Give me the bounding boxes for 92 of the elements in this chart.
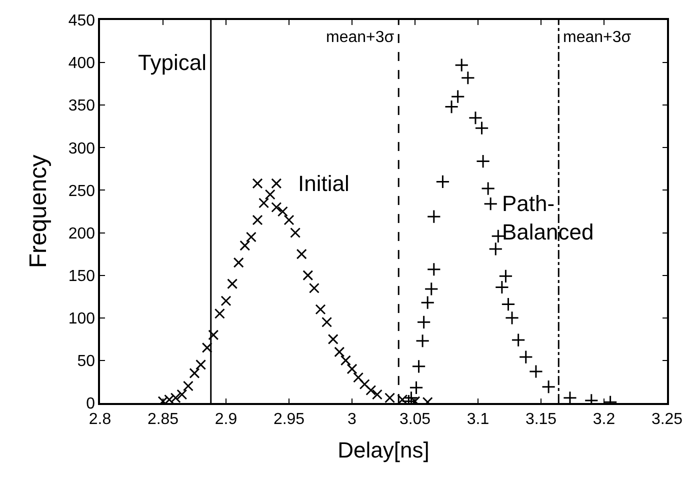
point xyxy=(258,198,270,208)
point xyxy=(214,308,225,319)
point xyxy=(476,154,490,168)
point xyxy=(296,248,307,260)
point xyxy=(481,181,496,196)
point xyxy=(409,380,424,395)
point xyxy=(384,392,396,403)
x-tick-label: 3.25 xyxy=(651,410,683,428)
point xyxy=(176,389,188,400)
point xyxy=(328,334,338,344)
point xyxy=(252,178,263,189)
ref-line-label: mean+3σ xyxy=(563,29,632,46)
point xyxy=(353,372,364,383)
point xyxy=(404,390,418,403)
point xyxy=(436,174,450,189)
x-tick-label: 2.8 xyxy=(88,410,112,428)
point xyxy=(277,206,288,217)
x-tick-label: 3.15 xyxy=(525,410,557,428)
point xyxy=(322,316,332,328)
y-tick-label: 300 xyxy=(68,140,96,158)
y-tick-label: 50 xyxy=(77,353,96,370)
point xyxy=(196,359,206,370)
point xyxy=(484,196,498,211)
point xyxy=(372,389,382,400)
point xyxy=(290,228,301,238)
x-tick-label: 3.2 xyxy=(592,410,616,428)
point xyxy=(424,282,438,296)
point xyxy=(240,240,250,251)
y-tick-label: 250 xyxy=(68,182,96,200)
point xyxy=(494,280,509,294)
y-tick-label: 400 xyxy=(68,55,96,72)
point xyxy=(412,359,426,374)
series-label: Path- Balanced xyxy=(502,191,594,245)
y-axis-title: Frequency xyxy=(24,154,52,268)
point xyxy=(454,58,469,72)
point xyxy=(498,269,513,284)
point xyxy=(504,310,520,325)
point xyxy=(444,100,459,114)
ref-line-label: Typical xyxy=(138,50,206,75)
y-tick-label: 100 xyxy=(68,310,96,328)
point xyxy=(542,380,556,394)
y-tick-label: 450 xyxy=(68,12,96,30)
point xyxy=(340,355,351,366)
point xyxy=(420,296,435,310)
x-tick-label: 2.95 xyxy=(273,410,305,428)
point xyxy=(308,282,320,294)
x-tick-label: 3.05 xyxy=(399,410,431,428)
point xyxy=(460,70,475,85)
point xyxy=(501,297,516,312)
x-tick-label: 2.85 xyxy=(147,410,179,428)
y-tick-label: 150 xyxy=(68,268,96,285)
point xyxy=(315,304,326,315)
ref-line-label: mean+3σ xyxy=(326,29,394,46)
y-tick-label: 350 xyxy=(68,98,96,115)
point xyxy=(346,364,358,374)
point xyxy=(189,368,200,378)
point xyxy=(416,315,431,330)
point xyxy=(202,342,212,353)
point xyxy=(233,257,244,268)
x-tick-label: 3.1 xyxy=(466,410,490,428)
point xyxy=(426,210,441,224)
y-tick-label: 0 xyxy=(86,396,96,413)
point xyxy=(416,334,430,348)
x-tick-label: 3 xyxy=(348,410,357,428)
point xyxy=(334,346,345,358)
point xyxy=(252,214,263,226)
point xyxy=(488,242,503,256)
series-label: Initial xyxy=(298,171,350,196)
point xyxy=(227,278,238,290)
point xyxy=(450,90,465,104)
point xyxy=(511,332,526,348)
point xyxy=(220,296,232,306)
point xyxy=(182,380,194,392)
point xyxy=(271,202,282,212)
point xyxy=(528,364,544,379)
point xyxy=(359,379,370,390)
point xyxy=(426,262,441,276)
point xyxy=(397,394,408,403)
point xyxy=(284,214,294,226)
y-tick-label: 200 xyxy=(68,225,96,242)
point xyxy=(366,384,376,396)
point xyxy=(562,390,578,403)
point xyxy=(518,350,533,364)
x-tick-label: 2.9 xyxy=(214,410,238,428)
x-axis-title: Delay[ns] xyxy=(338,437,430,462)
point xyxy=(246,232,256,242)
point xyxy=(264,189,276,200)
point xyxy=(271,178,282,189)
point xyxy=(468,110,483,125)
point xyxy=(474,121,489,136)
point xyxy=(208,330,219,340)
point xyxy=(302,270,314,281)
